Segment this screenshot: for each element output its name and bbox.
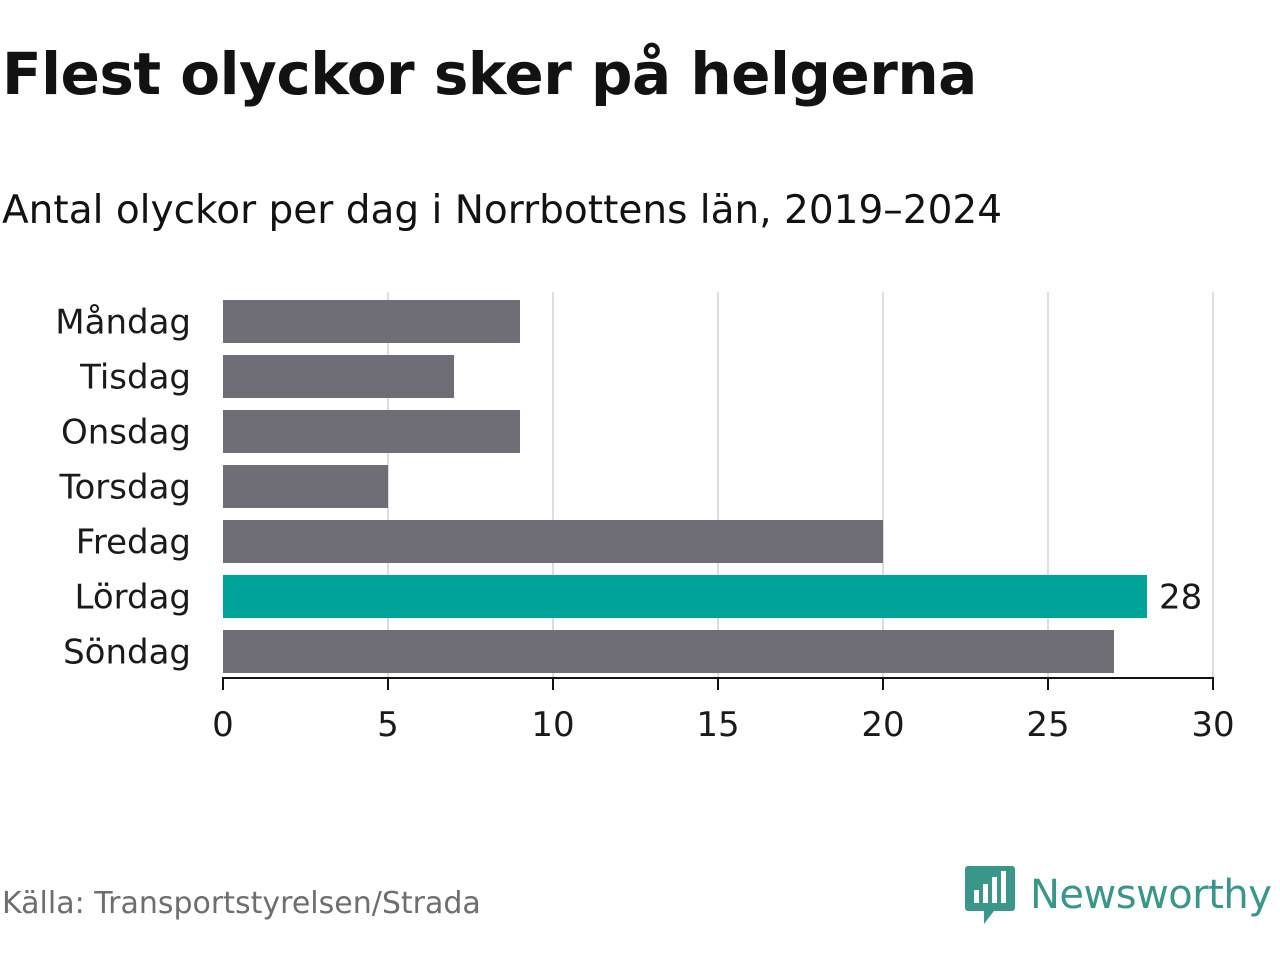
grid-lines	[387, 292, 1214, 678]
bar-måndag	[223, 300, 520, 343]
bar-chart: Måndag Tisdag Onsdag Torsdag Fredag Lördag 28 S…	[55, 292, 1235, 745]
bar-tisdag	[223, 355, 454, 398]
bar-söndag	[223, 630, 1114, 673]
x-tick-label: 0	[212, 705, 234, 745]
x-tick-label: 5	[377, 705, 399, 745]
category-label: Onsdag	[61, 413, 191, 453]
category-labels: Måndag Tisdag Onsdag Torsdag Fredag Lördag 28 S…	[55, 303, 1202, 673]
category-label: Lördag	[74, 578, 191, 618]
bar-fredag	[223, 520, 883, 563]
category-label: Fredag	[76, 523, 191, 563]
data-label: 28	[1159, 578, 1202, 618]
bar-torsdag	[223, 465, 388, 508]
x-tick-label: 15	[696, 705, 739, 745]
category-label: Söndag	[63, 633, 191, 673]
brand-name: Newsworthy	[1030, 872, 1272, 918]
category-label: Måndag	[55, 303, 191, 343]
x-axis: 0 5 10 15 20 25 30	[212, 677, 1235, 745]
bar-onsdag	[223, 410, 520, 453]
x-tick-label: 10	[531, 705, 574, 745]
newsworthy-logo-icon	[965, 866, 1015, 924]
bar-lördag	[223, 575, 1147, 618]
x-tick-label: 20	[861, 705, 904, 745]
bars	[223, 300, 1147, 673]
category-label: Tisdag	[79, 358, 191, 398]
chart-title: Flest olyckor sker på helgerna	[2, 40, 977, 108]
brand-logo: Newsworthy	[964, 864, 1272, 926]
source-note: Källa: Transportstyrelsen/Strada	[2, 886, 481, 921]
x-tick-label: 30	[1191, 705, 1234, 745]
chart-subtitle: Antal olyckor per dag i Norrbottens län,…	[2, 188, 1003, 233]
category-label: Torsdag	[59, 468, 191, 508]
x-tick-label: 25	[1026, 705, 1069, 745]
